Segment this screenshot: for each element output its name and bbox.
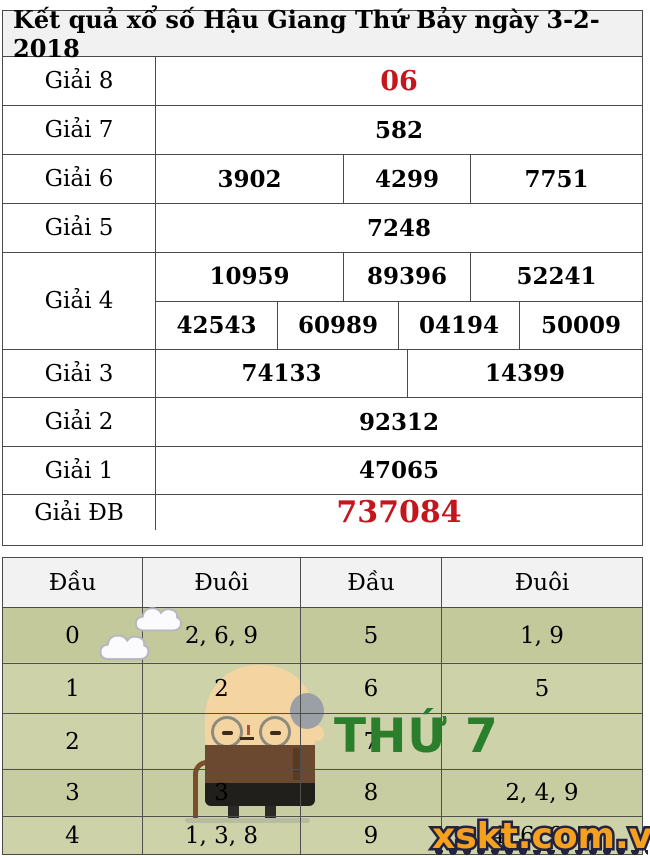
weekday-overlay: THỨ 7	[334, 709, 499, 764]
prize-label-g1: Giải 1	[3, 447, 156, 494]
ends-cell: 1	[65, 675, 80, 702]
ends-row-4: 4 1, 3, 8 9 4, 6, 9, 9	[3, 816, 642, 854]
prize-value-g1: 47065	[358, 457, 440, 484]
prize-row-g8: Giải 8 06	[3, 57, 642, 106]
prize-row-g4: Giải 4 10959 89396 52241 42543 60989 041…	[3, 253, 642, 350]
mascot-leg	[228, 806, 239, 823]
old-man-mascot-icon	[185, 660, 325, 828]
prize-value-db: 737084	[336, 495, 462, 530]
row-stripe	[3, 712, 642, 768]
ends-row-0: 0 2, 6, 9 5 1, 9	[3, 608, 642, 663]
ends-cell: 1, 9	[441, 608, 642, 663]
ends-table: Đầu Đuôi Đầu Đuôi 0 2, 6, 9 5 1, 9 1 2 6…	[2, 557, 643, 855]
ends-row-2: 2 7	[3, 713, 642, 769]
prize-row-db: Giải ĐB 737084	[3, 495, 642, 530]
ends-cell: 2	[65, 728, 80, 755]
mascot-leg	[265, 806, 276, 823]
prize-value-g3-2: 14399	[407, 350, 642, 397]
ends-cell: 1, 3, 8	[142, 817, 300, 854]
prize-value-g4-3: 52241	[470, 253, 642, 301]
ends-cell: 9	[300, 817, 441, 854]
ends-cell: 2, 6, 9	[142, 608, 300, 663]
mascot-arm	[293, 748, 300, 780]
prize-value-g4-7: 50009	[519, 301, 642, 349]
prize-label-g6: Giải 6	[3, 155, 156, 203]
prize-row-g1: Giải 1 47065	[3, 447, 642, 495]
mascot-nose	[247, 725, 250, 735]
prize-value-g6-3: 7751	[470, 155, 642, 203]
prize-label-g3: Giải 3	[3, 350, 156, 397]
ends-cell: 6	[300, 664, 441, 713]
prize-row-g2: Giải 2 92312	[3, 398, 642, 447]
prize-table: Kết quả xổ số Hậu Giang Thứ Bảy ngày 3-2…	[2, 5, 643, 546]
prize-value-g5: 7248	[366, 214, 431, 242]
ends-cell: 0	[65, 622, 80, 649]
mascot-ground-shadow	[185, 818, 310, 823]
ends-cell	[441, 714, 642, 769]
mascot-ear	[312, 726, 324, 741]
prize-label-g2: Giải 2	[3, 398, 156, 446]
prize-value-g4-5: 60989	[277, 301, 398, 349]
prize-label-db: Giải ĐB	[3, 495, 156, 530]
ends-header-row: Đầu Đuôi Đầu Đuôi	[3, 558, 642, 608]
ends-header-dau-2: Đầu	[300, 558, 441, 607]
mascot-mouth	[240, 737, 254, 740]
watermark-wave-decoration	[432, 850, 648, 857]
cloud-icon	[134, 607, 182, 632]
ends-header-duoi-1: Đuôi	[142, 558, 300, 607]
prize-label-g4: Giải 4	[3, 253, 156, 349]
ends-section: Đầu Đuôi Đầu Đuôi 0 2, 6, 9 5 1, 9 1 2 6…	[2, 557, 650, 858]
prize-value-g4-6: 04194	[398, 301, 519, 349]
cloud-icon	[99, 634, 150, 661]
prize-value-g4-4: 42543	[176, 311, 257, 339]
prize-value-g2: 92312	[358, 408, 440, 436]
ends-cell	[142, 714, 300, 769]
prize-label-g5: Giải 5	[3, 204, 156, 252]
prize-row-g5: Giải 5 7248	[3, 204, 642, 253]
row-stripe	[3, 768, 642, 815]
ends-cell: 4, 6, 9, 9	[441, 817, 642, 854]
ends-cell: 8	[300, 770, 441, 816]
prize-row-g7: Giải 7 582	[3, 106, 642, 155]
ends-cell: 2, 4, 9	[441, 770, 642, 816]
ends-row-1: 1 2 6 5	[3, 663, 642, 713]
ends-row-3: 3 3 8 2, 4, 9	[3, 769, 642, 816]
cane-icon	[193, 760, 211, 818]
page-title: Kết quả xổ số Hậu Giang Thứ Bảy ngày 3-2…	[3, 5, 642, 63]
prize-value-g4-1: 10959	[209, 263, 290, 291]
ends-cell: 7	[300, 714, 441, 769]
ends-header-dau-1: Đầu	[48, 569, 97, 596]
ends-cell: 4	[65, 822, 80, 849]
ends-cell: 5	[300, 608, 441, 663]
prize-label-g7: Giải 7	[3, 106, 156, 154]
prize-value-g4-2: 89396	[343, 253, 470, 301]
row-stripe	[3, 815, 642, 854]
ends-cell: 3	[65, 780, 80, 806]
ends-header-duoi-2: Đuôi	[441, 558, 642, 607]
prize-row-g6: Giải 6 3902 4299 7751	[3, 155, 642, 204]
prize-label-g8: Giải 8	[3, 57, 156, 105]
prize-value-g8: 06	[380, 65, 418, 97]
prize-value-g6-1: 3902	[217, 165, 282, 193]
ends-cell: 3	[142, 770, 300, 816]
prize-value-g6-2: 4299	[343, 155, 470, 203]
prize-row-g3: Giải 3 74133 14399	[3, 350, 642, 398]
prize-value-g3-1: 74133	[241, 360, 322, 387]
mascot-ear-muff	[290, 693, 324, 729]
ends-cell: 5	[441, 664, 642, 713]
ends-cell: 2	[142, 664, 300, 713]
mascot-pants	[205, 783, 315, 806]
prize-value-g7: 582	[374, 116, 423, 144]
